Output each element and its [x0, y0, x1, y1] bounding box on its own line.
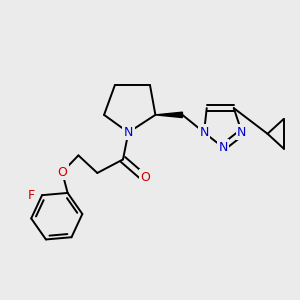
Text: N: N: [124, 126, 133, 139]
Text: O: O: [140, 170, 150, 184]
Text: N: N: [200, 126, 209, 139]
Text: O: O: [57, 166, 67, 179]
Polygon shape: [155, 112, 182, 118]
Text: F: F: [28, 189, 35, 202]
Text: N: N: [237, 126, 247, 139]
Text: N: N: [218, 141, 228, 154]
